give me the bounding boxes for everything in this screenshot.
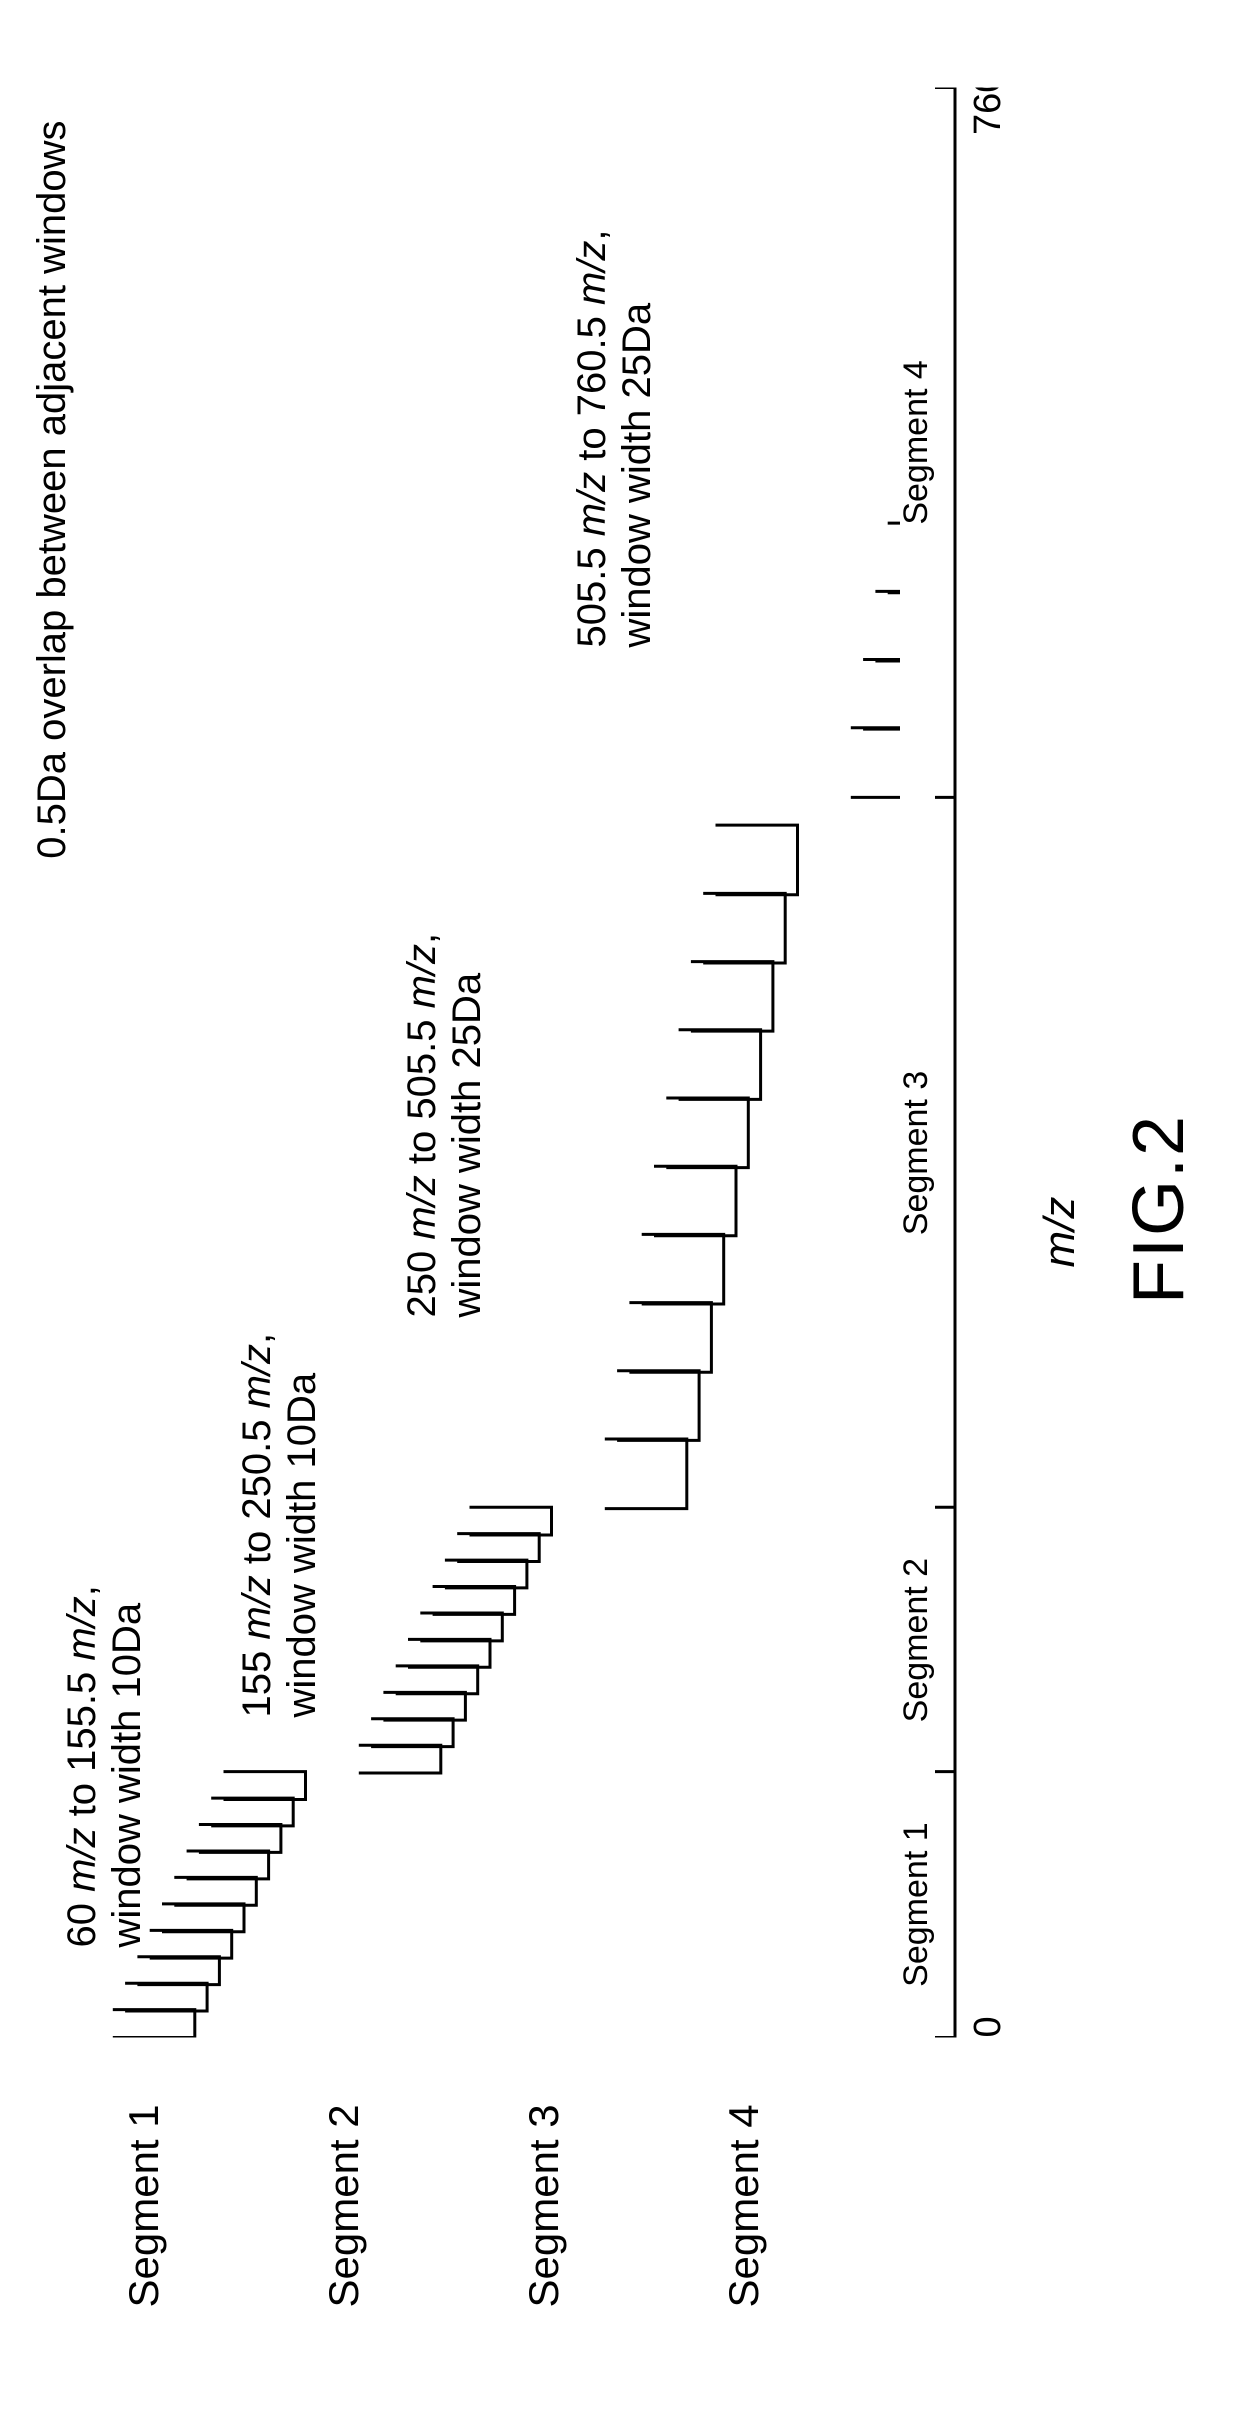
- window-bracket: [875, 591, 900, 661]
- window-bracket: [851, 727, 900, 797]
- window-bracket: [470, 1507, 552, 1535]
- window-bracket: [888, 523, 900, 593]
- window-bracket: [199, 1824, 281, 1852]
- window-bracket: [654, 1166, 736, 1236]
- window-bracket: [162, 1903, 244, 1931]
- axis-segment-label: Segment 2: [900, 1557, 935, 1721]
- axis-segment-label: Segment 3: [900, 1070, 935, 1234]
- segment-row-label: Segment 2: [320, 2104, 368, 2307]
- window-bracket: [617, 1370, 699, 1440]
- window-bracket: [137, 1956, 219, 1984]
- window-bracket: [224, 1771, 306, 1799]
- window-bracket: [605, 1438, 687, 1508]
- window-bracket: [420, 1612, 502, 1640]
- staircase-plot: [80, 87, 900, 2037]
- window-bracket: [679, 1029, 761, 1099]
- axis-max-label: 760.5: [967, 87, 1009, 135]
- figure-viewport: 0.5Da overlap between adjacent windows S…: [0, 0, 1240, 2417]
- axis-min-label: 60: [967, 2016, 1009, 2037]
- figure-number: FIG.2: [1118, 1113, 1200, 1303]
- window-bracket: [863, 659, 900, 729]
- axis-segment-label: Segment 4: [900, 360, 935, 524]
- window-bracket: [187, 1850, 269, 1878]
- mz-axis-label: m/z: [1035, 1196, 1085, 1267]
- window-bracket: [408, 1639, 490, 1667]
- window-bracket: [642, 1234, 724, 1304]
- segment-row-label: Segment 3: [520, 2104, 568, 2307]
- segment-row-label: Segment 4: [720, 2104, 768, 2307]
- window-bracket: [691, 961, 773, 1031]
- window-bracket: [396, 1665, 478, 1693]
- overlap-note: 0.5Da overlap between adjacent windows: [30, 120, 75, 858]
- window-bracket: [150, 1930, 232, 1958]
- window-bracket: [433, 1586, 515, 1614]
- axis-segment-label: Segment 1: [900, 1822, 935, 1986]
- window-bracket: [371, 1718, 453, 1746]
- window-bracket: [629, 1302, 711, 1372]
- window-bracket: [125, 1983, 207, 2011]
- window-bracket: [703, 893, 785, 963]
- window-bracket: [445, 1560, 527, 1588]
- window-bracket: [359, 1745, 441, 1773]
- window-bracket: [666, 1097, 748, 1167]
- window-bracket: [211, 1798, 293, 1826]
- window-bracket: [716, 825, 798, 895]
- window-bracket: [174, 1877, 256, 1905]
- window-bracket: [113, 2009, 195, 2037]
- mz-axis: Segment 1 Segment 2 Segment 3 Segment 4 60 76…: [900, 87, 1020, 2037]
- segment-row-label: Segment 1: [120, 2104, 168, 2307]
- window-bracket: [457, 1533, 539, 1561]
- window-bracket: [383, 1692, 465, 1720]
